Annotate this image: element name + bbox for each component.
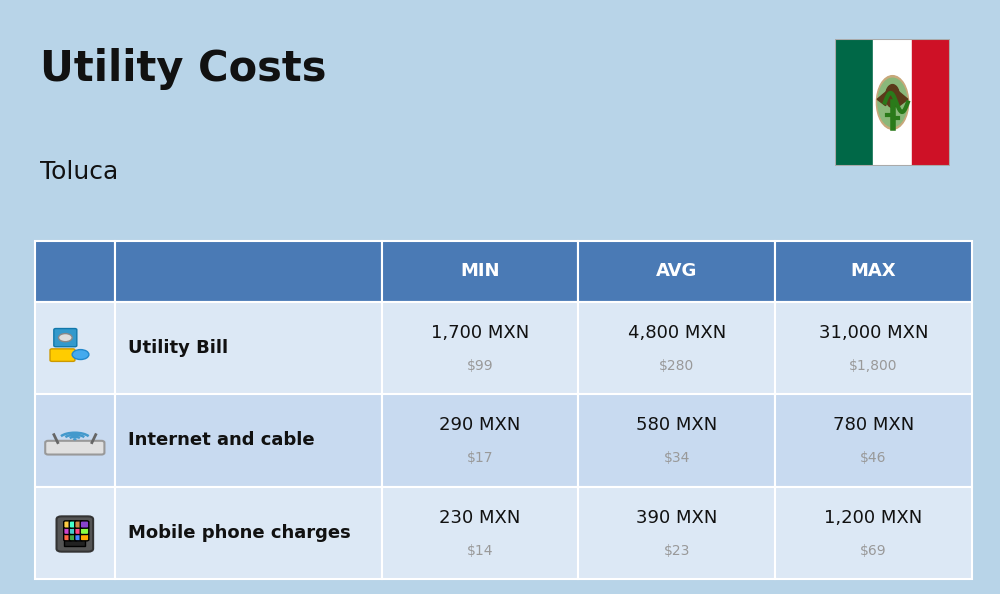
FancyBboxPatch shape: [382, 241, 578, 302]
Text: $34: $34: [664, 451, 690, 465]
FancyBboxPatch shape: [35, 302, 115, 394]
Text: 1,700 MXN: 1,700 MXN: [431, 324, 529, 342]
FancyBboxPatch shape: [80, 521, 89, 528]
FancyBboxPatch shape: [382, 302, 578, 394]
Text: $17: $17: [467, 451, 493, 465]
FancyBboxPatch shape: [50, 349, 75, 361]
FancyBboxPatch shape: [64, 533, 72, 541]
FancyBboxPatch shape: [578, 302, 775, 394]
FancyBboxPatch shape: [69, 533, 78, 541]
Text: 1,200 MXN: 1,200 MXN: [824, 509, 923, 527]
FancyBboxPatch shape: [69, 527, 78, 535]
Text: Toluca: Toluca: [40, 160, 118, 184]
Text: 31,000 MXN: 31,000 MXN: [819, 324, 928, 342]
FancyBboxPatch shape: [775, 241, 972, 302]
FancyBboxPatch shape: [578, 394, 775, 486]
FancyBboxPatch shape: [64, 527, 72, 535]
Bar: [835, 39, 873, 166]
FancyBboxPatch shape: [80, 533, 89, 541]
FancyBboxPatch shape: [54, 328, 77, 347]
Text: $14: $14: [467, 544, 493, 558]
Text: Utility Costs: Utility Costs: [40, 48, 326, 90]
Circle shape: [72, 350, 89, 359]
Text: 230 MXN: 230 MXN: [439, 509, 521, 527]
Text: 580 MXN: 580 MXN: [636, 416, 717, 434]
Text: 290 MXN: 290 MXN: [439, 416, 521, 434]
FancyBboxPatch shape: [775, 302, 972, 394]
FancyBboxPatch shape: [64, 521, 72, 528]
Text: $23: $23: [664, 544, 690, 558]
Polygon shape: [893, 87, 908, 106]
Circle shape: [878, 78, 907, 127]
FancyBboxPatch shape: [115, 241, 382, 302]
FancyBboxPatch shape: [75, 533, 83, 541]
FancyBboxPatch shape: [69, 521, 78, 528]
Bar: [873, 39, 912, 166]
FancyBboxPatch shape: [382, 394, 578, 486]
Text: Mobile phone charges: Mobile phone charges: [128, 524, 351, 542]
Polygon shape: [877, 87, 893, 106]
FancyBboxPatch shape: [775, 394, 972, 486]
FancyBboxPatch shape: [578, 241, 775, 302]
FancyBboxPatch shape: [35, 394, 115, 486]
FancyBboxPatch shape: [578, 486, 775, 579]
FancyBboxPatch shape: [115, 394, 382, 486]
FancyBboxPatch shape: [35, 241, 115, 302]
Circle shape: [58, 334, 72, 342]
Text: $46: $46: [860, 451, 887, 465]
Text: $99: $99: [467, 359, 493, 372]
Text: MAX: MAX: [851, 262, 896, 280]
Text: $1,800: $1,800: [849, 359, 898, 372]
FancyBboxPatch shape: [80, 527, 89, 535]
Text: 4,800 MXN: 4,800 MXN: [628, 324, 726, 342]
FancyBboxPatch shape: [382, 486, 578, 579]
Text: Utility Bill: Utility Bill: [128, 339, 228, 357]
FancyBboxPatch shape: [115, 302, 382, 394]
FancyBboxPatch shape: [75, 527, 83, 535]
Text: $280: $280: [659, 359, 694, 372]
Circle shape: [886, 84, 899, 108]
FancyBboxPatch shape: [57, 516, 93, 552]
Text: MIN: MIN: [460, 262, 500, 280]
Text: $69: $69: [860, 544, 887, 558]
FancyBboxPatch shape: [45, 441, 104, 454]
FancyBboxPatch shape: [775, 486, 972, 579]
FancyBboxPatch shape: [64, 524, 85, 546]
Bar: [912, 39, 950, 166]
Text: 390 MXN: 390 MXN: [636, 509, 718, 527]
Circle shape: [73, 438, 77, 440]
Circle shape: [876, 75, 909, 129]
FancyBboxPatch shape: [75, 521, 83, 528]
FancyBboxPatch shape: [115, 486, 382, 579]
Text: Internet and cable: Internet and cable: [128, 431, 315, 449]
Text: AVG: AVG: [656, 262, 698, 280]
FancyBboxPatch shape: [35, 486, 115, 579]
Text: 780 MXN: 780 MXN: [833, 416, 914, 434]
